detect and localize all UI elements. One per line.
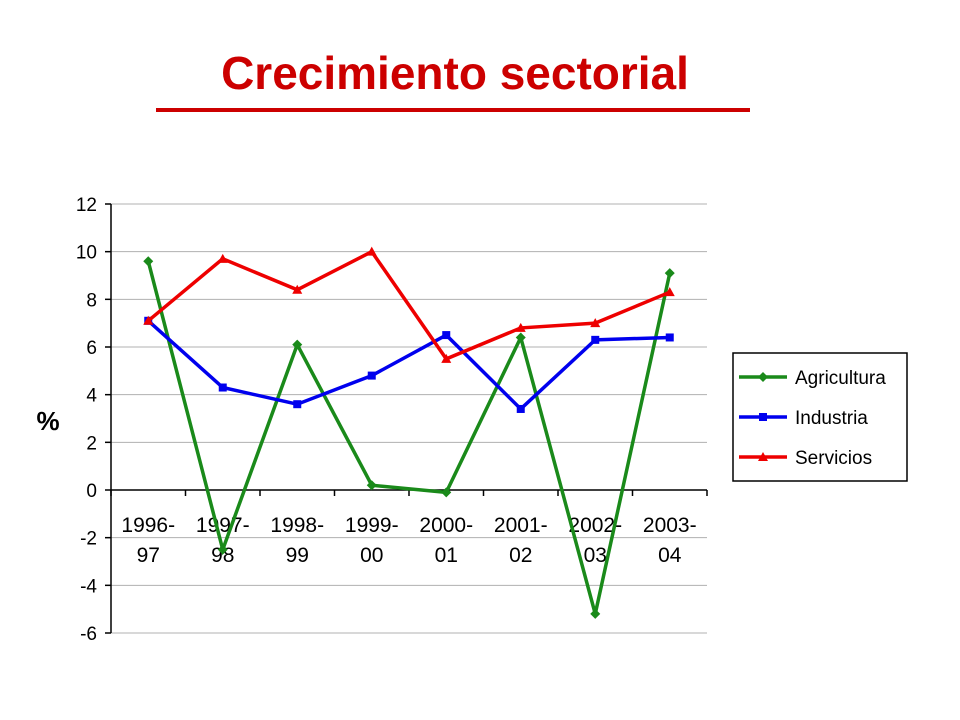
data-point	[366, 246, 377, 256]
data-point	[217, 544, 228, 555]
legend-label: Industria	[795, 408, 868, 429]
data-point	[665, 333, 674, 342]
data-point	[293, 400, 302, 409]
y-tick-label: 6	[86, 338, 97, 359]
data-point	[442, 331, 451, 340]
y-tick-label: 10	[76, 243, 97, 264]
gridlines	[111, 203, 707, 634]
series-line-agricultura	[146, 260, 672, 615]
y-tick-label: -6	[80, 624, 97, 645]
series-line-industria	[147, 319, 670, 412]
x-tick-labels: 1996-97 1997-98 1998-99 1999-00 2000-01 2001-…	[121, 514, 696, 567]
y-tick-label: 4	[86, 386, 97, 407]
data-point	[441, 353, 452, 363]
y-tick-label: -2	[80, 529, 97, 550]
legend: Agricultura Industria Servicios	[732, 352, 908, 482]
data-point	[217, 253, 228, 263]
y-tick-label: 2	[86, 433, 97, 454]
series-agricultura	[143, 256, 675, 619]
page-title: Crecimiento sectorial	[221, 47, 689, 99]
legend-item-servicios: Servicios	[739, 448, 872, 469]
data-point	[516, 404, 525, 413]
data-point	[292, 284, 303, 294]
x-tick-label: 1997-98	[196, 514, 250, 567]
y-tick-label: 12	[76, 195, 97, 216]
x-tick-label: 2000-01	[419, 514, 473, 567]
x-tick-label: 1999-00	[345, 514, 399, 567]
title-underline	[156, 108, 750, 112]
data-point	[292, 339, 303, 350]
x-tick-label: 2002-03	[568, 514, 622, 567]
data-point	[367, 371, 376, 380]
legend-item-industria: Industria	[739, 408, 868, 429]
x-tick-label: 2003-04	[643, 514, 697, 567]
data-point	[218, 383, 227, 392]
data-point	[143, 315, 154, 325]
y-tick-label: 8	[86, 290, 97, 311]
x-tick-label: 2001-02	[494, 514, 548, 567]
legend-marker	[758, 452, 768, 461]
series-lines	[143, 246, 675, 619]
data-point	[590, 608, 601, 619]
series-line-servicios	[147, 249, 671, 362]
series-industria	[144, 316, 674, 413]
axes	[105, 203, 708, 634]
data-point	[664, 268, 675, 279]
data-point	[441, 487, 452, 498]
legend-label: Agricultura	[795, 368, 886, 389]
y-axis-label: %	[36, 406, 59, 436]
legend-marker	[758, 372, 768, 382]
data-point	[515, 332, 526, 343]
data-point	[143, 256, 154, 267]
y-tick-label: -4	[80, 576, 97, 597]
data-point	[515, 322, 526, 332]
legend-item-agricultura: Agricultura	[739, 368, 886, 389]
legend-marker	[759, 413, 767, 421]
x-tick-label: 1998-99	[270, 514, 324, 567]
x-tick-label: 1996-97	[121, 514, 175, 567]
y-tick-label: 0	[86, 481, 97, 502]
legend-label: Servicios	[795, 448, 872, 469]
data-point	[664, 287, 675, 297]
series-servicios	[143, 246, 675, 363]
data-point	[590, 318, 601, 328]
data-point	[366, 480, 377, 491]
data-point	[591, 335, 600, 344]
y-tick-labels: 12 10 8 6 4 2 0 -2 -4 -6	[76, 195, 98, 645]
